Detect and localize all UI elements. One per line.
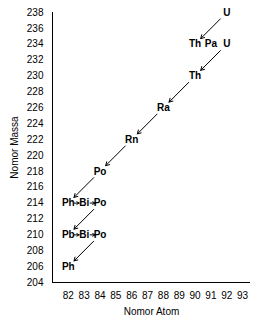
svg-text:Th: Th (189, 70, 201, 81)
svg-text:206: 206 (27, 261, 44, 272)
svg-text:Po: Po (94, 166, 107, 177)
svg-text:Ra: Ra (157, 102, 170, 113)
svg-text:82: 82 (63, 290, 75, 301)
svg-text:U: U (223, 38, 230, 49)
svg-text:85: 85 (110, 290, 122, 301)
svg-text:214: 214 (27, 197, 44, 208)
svg-text:84: 84 (94, 290, 106, 301)
svg-text:90: 90 (189, 290, 201, 301)
svg-text:234: 234 (27, 38, 44, 49)
svg-text:92: 92 (221, 290, 233, 301)
svg-text:204: 204 (27, 277, 44, 288)
svg-text:83: 83 (79, 290, 91, 301)
svg-text:220: 220 (27, 150, 44, 161)
svg-text:Ph: Ph (62, 261, 75, 272)
svg-text:87: 87 (142, 290, 154, 301)
svg-text:222: 222 (27, 134, 44, 145)
svg-text:Bi: Bi (79, 229, 89, 240)
svg-text:86: 86 (126, 290, 138, 301)
svg-text:238: 238 (27, 7, 44, 18)
svg-text:210: 210 (27, 229, 44, 240)
svg-text:236: 236 (27, 23, 44, 34)
svg-text:89: 89 (174, 290, 186, 301)
svg-text:228: 228 (27, 86, 44, 97)
svg-text:208: 208 (27, 245, 44, 256)
svg-text:Ph: Ph (62, 197, 75, 208)
svg-text:218: 218 (27, 166, 44, 177)
svg-text:Nomor Atom: Nomor Atom (124, 306, 180, 317)
svg-text:216: 216 (27, 181, 44, 192)
svg-text:Pb: Pb (62, 229, 75, 240)
svg-text:Rn: Rn (125, 134, 138, 145)
svg-text:224: 224 (27, 118, 44, 129)
svg-text:Th: Th (189, 38, 201, 49)
svg-text:226: 226 (27, 102, 44, 113)
svg-text:230: 230 (27, 70, 44, 81)
svg-text:232: 232 (27, 54, 44, 65)
svg-text:Pa: Pa (205, 38, 218, 49)
svg-text:88: 88 (158, 290, 170, 301)
svg-text:212: 212 (27, 213, 44, 224)
svg-text:91: 91 (205, 290, 217, 301)
svg-text:93: 93 (237, 290, 249, 301)
svg-text:U: U (223, 7, 230, 18)
svg-text:Po: Po (94, 197, 107, 208)
svg-text:Po: Po (94, 229, 107, 240)
svg-text:Bi: Bi (79, 197, 89, 208)
svg-text:Nomor Massa: Nomor Massa (9, 116, 20, 179)
